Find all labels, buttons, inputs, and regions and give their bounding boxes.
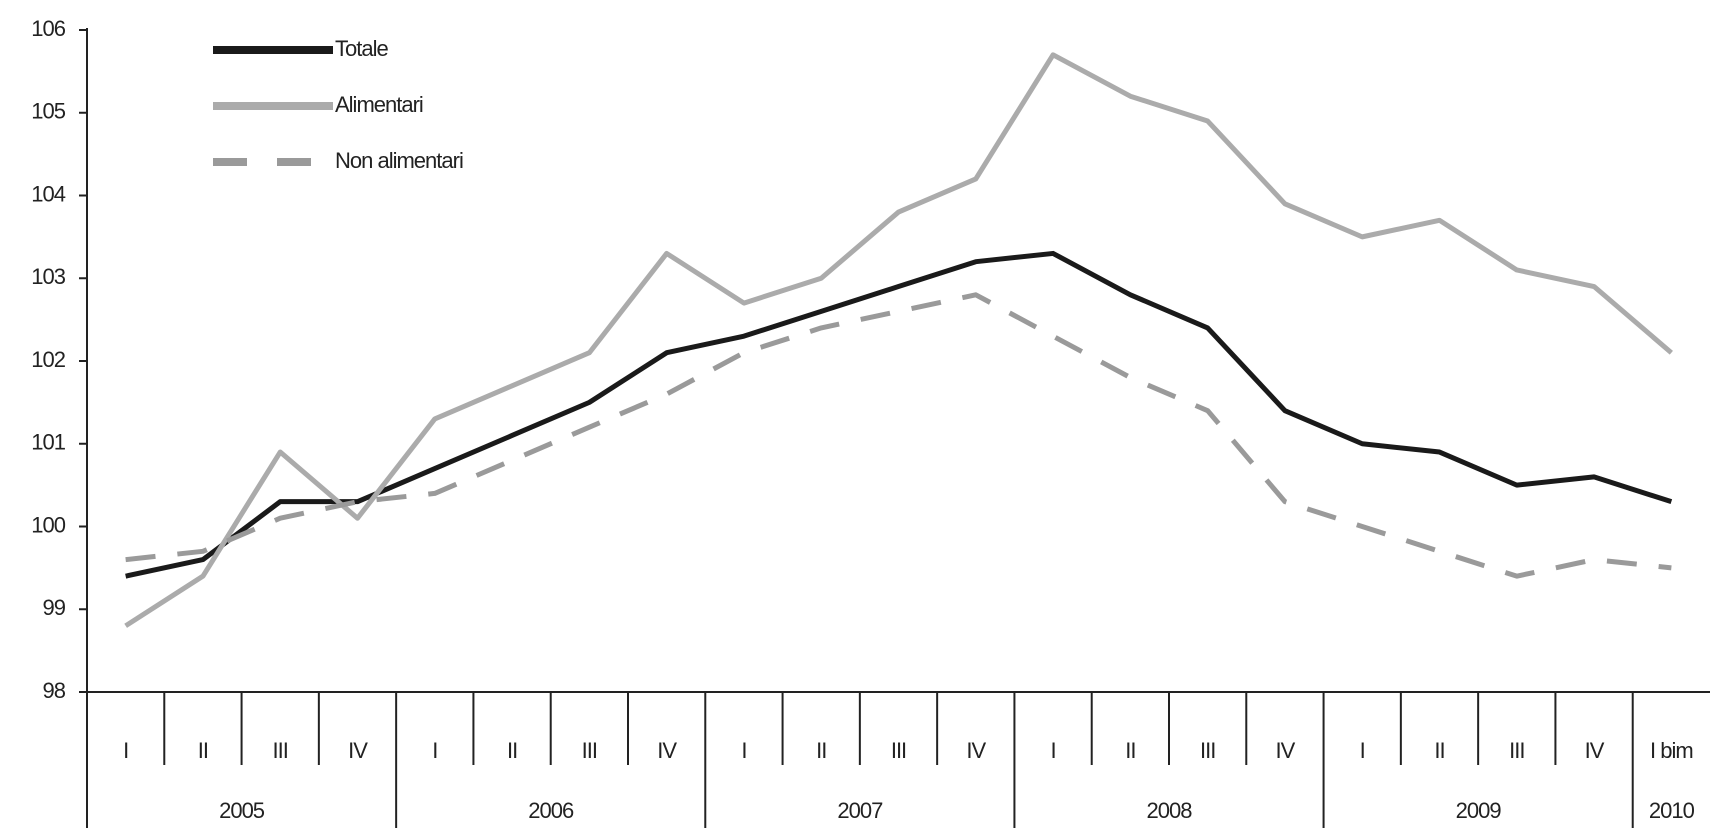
x-tick-label: I [1051, 738, 1056, 763]
x-tick-label: IV [657, 738, 677, 763]
y-tick-label: 99 [43, 595, 66, 620]
legend-label: Alimentari [335, 92, 423, 117]
series-line [125, 250, 1673, 579]
y-tick-label: 103 [31, 264, 65, 289]
y-tick-label: 98 [43, 678, 66, 703]
x-tick-label: II [1125, 738, 1135, 763]
x-tick-label: I [741, 738, 746, 763]
y-tick-label: 101 [31, 430, 65, 455]
x-tick-label: IV [1276, 738, 1296, 763]
series-line [125, 292, 1672, 579]
series-line [124, 52, 1673, 628]
x-tick-label: IV [966, 738, 986, 763]
x-tick-label: I [432, 738, 437, 763]
x-tick-label: III [273, 738, 288, 763]
group-label: 2006 [528, 798, 574, 823]
legend-label: Non alimentari [335, 148, 463, 173]
x-tick-label: III [1509, 738, 1524, 763]
y-tick-label: 106 [31, 16, 65, 41]
legend-label: Totale [335, 36, 388, 61]
x-tick-label: II [1434, 738, 1444, 763]
group-label: 2010 [1649, 798, 1695, 823]
x-tick-label: I [123, 738, 128, 763]
x-tick-label: II [507, 738, 517, 763]
x-tick-label: III [891, 738, 906, 763]
x-tick-label: II [816, 738, 826, 763]
x-tick-label: I [1360, 738, 1365, 763]
x-tick-label: III [1200, 738, 1215, 763]
group-label: 2009 [1456, 798, 1502, 823]
x-tick-label: IV [1585, 738, 1605, 763]
y-tick-label: 105 [31, 99, 65, 124]
x-tick-label: I bim [1650, 738, 1693, 763]
y-tick-label: 100 [31, 512, 65, 537]
x-tick-label: IV [348, 738, 368, 763]
group-label: 2008 [1147, 798, 1193, 823]
x-tick-label: III [582, 738, 597, 763]
y-tick-label: 104 [31, 181, 65, 206]
group-label: 2005 [219, 798, 265, 823]
y-tick-label: 102 [31, 347, 65, 372]
x-tick-label: II [198, 738, 208, 763]
group-label: 2007 [837, 798, 883, 823]
